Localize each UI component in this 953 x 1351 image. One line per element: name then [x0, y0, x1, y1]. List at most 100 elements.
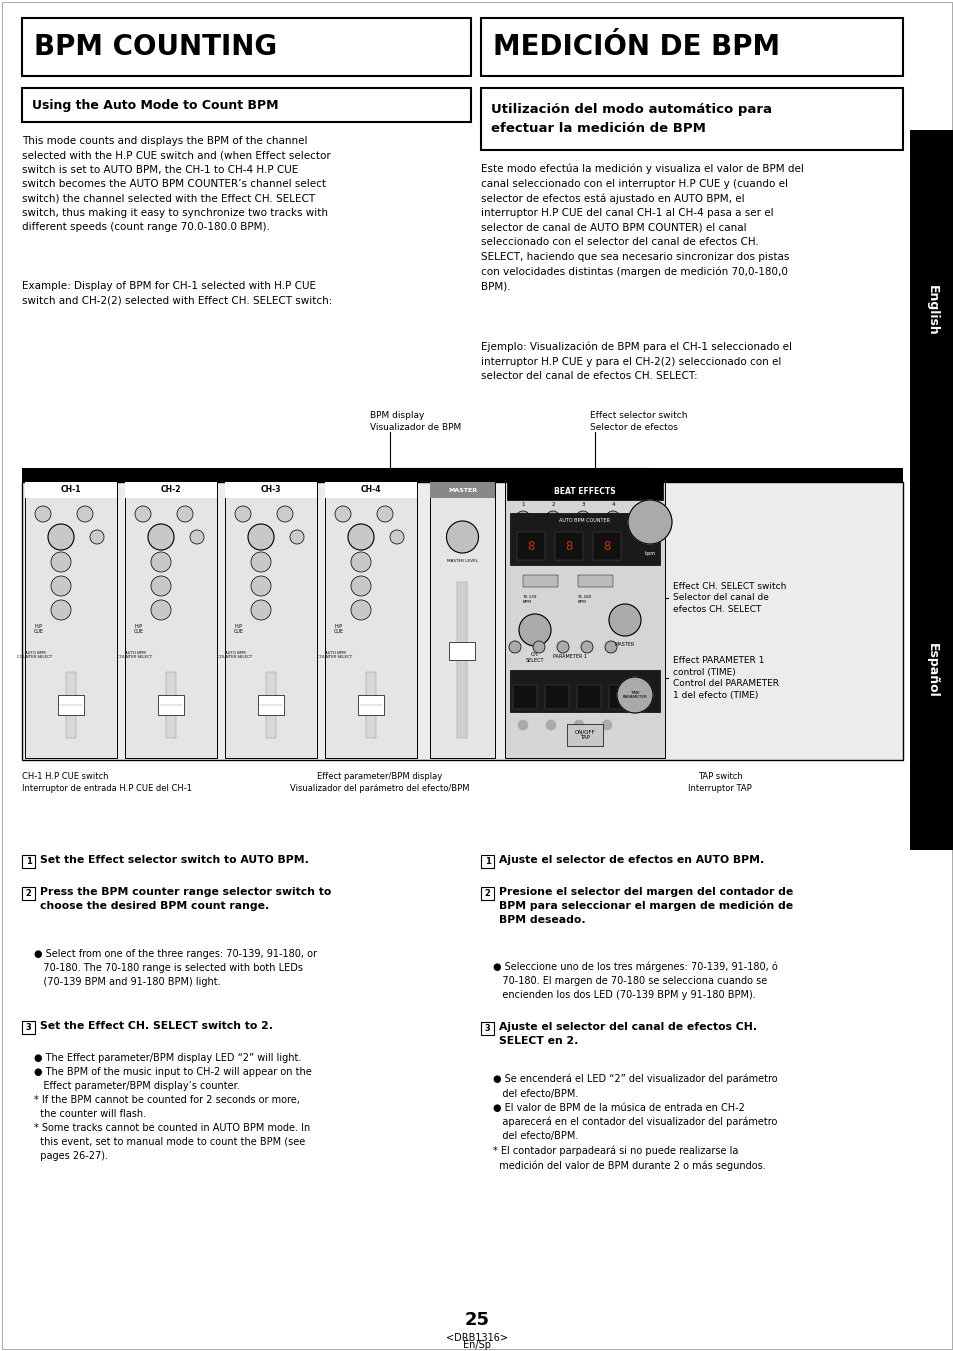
Bar: [513, 685, 537, 709]
Circle shape: [351, 600, 371, 620]
Text: Effect CH. SELECT switch
Selector del canal de
efectos CH. SELECT: Effect CH. SELECT switch Selector del ca…: [672, 582, 785, 615]
Bar: [430, 482, 495, 758]
Circle shape: [351, 576, 371, 596]
Text: BPM COUNTING: BPM COUNTING: [34, 32, 276, 61]
Text: ● Se encenderá el LED “2” del visualizador del parámetro
   del efecto/BPM.
● El: ● Se encenderá el LED “2” del visualizad…: [493, 1074, 777, 1171]
Bar: [522, 576, 558, 586]
Bar: [125, 482, 216, 499]
Circle shape: [148, 524, 173, 550]
Bar: [909, 490, 953, 850]
Text: bpm: bpm: [644, 550, 655, 555]
Bar: [457, 582, 467, 738]
Text: Presione el selector del margen del contador de
BPM para seleccionar el margen d: Presione el selector del margen del cont…: [498, 888, 792, 925]
Bar: [25, 482, 117, 499]
Circle shape: [351, 553, 371, 571]
Circle shape: [290, 530, 304, 544]
Circle shape: [604, 640, 617, 653]
Bar: [66, 671, 76, 738]
Circle shape: [533, 640, 544, 653]
Text: 1: 1: [520, 501, 524, 507]
Bar: [22, 888, 35, 900]
Text: PARAMETER 1: PARAMETER 1: [553, 654, 586, 659]
Text: ● Select from one of the three ranges: 70-139, 91-180, or
   70-180. The 70-180 : ● Select from one of the three ranges: 7…: [34, 948, 316, 988]
Text: AUTO BPM COUNTER: AUTO BPM COUNTER: [558, 519, 610, 523]
Circle shape: [576, 511, 589, 526]
Bar: [480, 855, 494, 867]
Bar: [22, 467, 902, 482]
Text: CH-3: CH-3: [260, 485, 281, 494]
Bar: [480, 888, 494, 900]
Bar: [517, 532, 544, 561]
Bar: [22, 88, 471, 122]
Text: AUTO BPM
COUNTER SELECT: AUTO BPM COUNTER SELECT: [117, 651, 152, 659]
Text: 8: 8: [565, 539, 572, 553]
Text: AUTO BPM
COUNTER SELECT: AUTO BPM COUNTER SELECT: [217, 651, 253, 659]
Circle shape: [35, 507, 51, 521]
Circle shape: [77, 507, 92, 521]
Text: Español: Español: [924, 643, 938, 697]
Circle shape: [51, 576, 71, 596]
Text: MASTER LEVEL: MASTER LEVEL: [447, 559, 477, 563]
Text: Effect parameter/BPM display
Visualizador del parámetro del efecto/BPM: Effect parameter/BPM display Visualizado…: [290, 771, 469, 793]
Text: CH-2: CH-2: [161, 485, 181, 494]
Text: Utilización del modo automático para
efectuar la medición de BPM: Utilización del modo automático para efe…: [491, 104, 771, 135]
Bar: [266, 671, 275, 738]
Text: 3: 3: [580, 501, 584, 507]
Circle shape: [234, 507, 251, 521]
Bar: [430, 482, 495, 499]
Circle shape: [177, 507, 193, 521]
Bar: [257, 694, 284, 715]
Bar: [25, 482, 117, 758]
Text: 8: 8: [602, 539, 610, 553]
Bar: [166, 671, 175, 738]
Text: CH-4: CH-4: [360, 485, 381, 494]
Circle shape: [48, 524, 74, 550]
Bar: [510, 670, 659, 712]
Bar: [22, 482, 902, 761]
Bar: [357, 694, 384, 715]
Bar: [608, 685, 633, 709]
Circle shape: [518, 613, 551, 646]
Text: TAP switch
Interruptor TAP: TAP switch Interruptor TAP: [687, 771, 751, 793]
Text: 4: 4: [611, 501, 614, 507]
Text: H.P
CUE: H.P CUE: [133, 624, 144, 635]
Text: H.P
CUE: H.P CUE: [34, 624, 44, 635]
Circle shape: [545, 511, 559, 526]
Bar: [566, 724, 602, 746]
Text: MASTER: MASTER: [615, 642, 635, 647]
Circle shape: [627, 500, 671, 544]
Text: ● The Effect parameter/BPM display LED “2” will light.
● The BPM of the music in: ● The Effect parameter/BPM display LED “…: [34, 1052, 312, 1161]
Circle shape: [545, 720, 556, 730]
Text: 1: 1: [484, 857, 490, 866]
Circle shape: [517, 720, 527, 730]
Circle shape: [605, 511, 619, 526]
Bar: [480, 1021, 494, 1035]
Text: This mode counts and displays the BPM of the channel
selected with the H.P CUE s: This mode counts and displays the BPM of…: [22, 136, 331, 232]
Text: H.P
CUE: H.P CUE: [233, 624, 244, 635]
Text: BPM display
Visualizador de BPM: BPM display Visualizador de BPM: [370, 411, 460, 432]
Circle shape: [151, 576, 171, 596]
Bar: [504, 482, 664, 758]
Bar: [125, 482, 216, 758]
Circle shape: [276, 507, 293, 521]
Text: Ajuste el selector del canal de efectos CH.
SELECT en 2.: Ajuste el selector del canal de efectos …: [498, 1021, 757, 1046]
Circle shape: [135, 507, 151, 521]
Text: 2: 2: [26, 889, 31, 898]
Text: 70-139
BPM: 70-139 BPM: [522, 594, 537, 604]
Bar: [325, 482, 416, 499]
Bar: [555, 532, 582, 561]
Text: MASTER: MASTER: [448, 488, 476, 493]
Circle shape: [580, 640, 593, 653]
Text: <DRB1316>: <DRB1316>: [446, 1333, 507, 1343]
Circle shape: [348, 524, 374, 550]
Text: 3: 3: [26, 1023, 31, 1032]
Circle shape: [251, 553, 271, 571]
Circle shape: [251, 576, 271, 596]
Text: 91-180
BPM: 91-180 BPM: [578, 594, 592, 604]
Bar: [510, 513, 659, 565]
Text: AUTO BPM
COUNTER SELECT: AUTO BPM COUNTER SELECT: [317, 651, 353, 659]
Text: CH.
SELECT: CH. SELECT: [525, 653, 543, 663]
Bar: [58, 694, 84, 715]
Bar: [22, 1021, 35, 1034]
Bar: [480, 88, 902, 150]
